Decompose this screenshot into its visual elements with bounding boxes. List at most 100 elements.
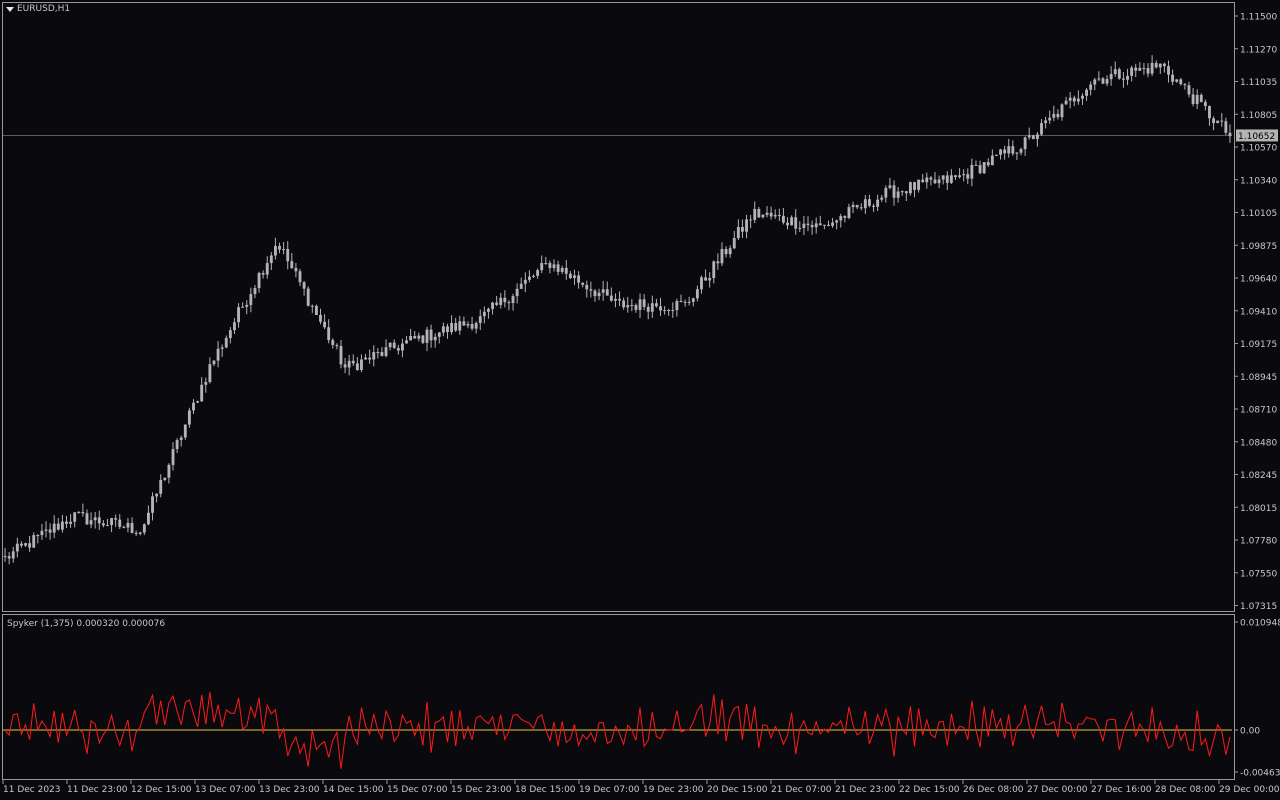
candle-body bbox=[429, 329, 433, 341]
candle-body bbox=[1081, 95, 1084, 99]
candle-body bbox=[868, 199, 871, 206]
candle-body bbox=[163, 477, 167, 480]
candle-body bbox=[388, 342, 392, 348]
candle-body bbox=[200, 384, 204, 402]
candle-body bbox=[11, 551, 15, 559]
candle-body bbox=[384, 347, 388, 357]
candle-body bbox=[970, 164, 974, 179]
candle-body bbox=[1179, 79, 1183, 85]
candle-body bbox=[757, 208, 761, 218]
candle-body bbox=[675, 300, 679, 311]
candle-body bbox=[1154, 62, 1158, 68]
candle-body bbox=[323, 321, 327, 328]
candle-body bbox=[1126, 75, 1129, 80]
candle-body bbox=[69, 521, 73, 524]
candle-body bbox=[491, 302, 494, 309]
current-price-tag bbox=[1236, 129, 1278, 142]
price-tick-label: 1.07780 bbox=[1240, 537, 1277, 547]
candle-body bbox=[904, 191, 908, 194]
candle-body bbox=[585, 284, 589, 290]
candle-body bbox=[753, 208, 757, 220]
candle-body bbox=[1146, 68, 1150, 74]
candle-body bbox=[634, 305, 638, 310]
candle-body bbox=[319, 315, 322, 322]
candle-body bbox=[106, 525, 109, 527]
candle-body bbox=[941, 175, 945, 180]
candle-body bbox=[56, 523, 60, 530]
candle-body bbox=[888, 185, 892, 188]
candle-body bbox=[568, 273, 572, 279]
symbol-label[interactable]: EURUSD,H1 bbox=[6, 4, 70, 14]
indicator-axis[interactable]: 0.010948 0.00 -0.004639 bbox=[1234, 619, 1280, 779]
candle-body bbox=[1052, 113, 1056, 118]
chevron-down-icon[interactable] bbox=[6, 6, 14, 12]
candle-body bbox=[233, 322, 236, 331]
price-tick-label: 1.09640 bbox=[1240, 275, 1277, 285]
candle-body bbox=[1138, 67, 1142, 71]
time-tick-label: 15 Dec 23:00 bbox=[451, 785, 512, 795]
candle-body bbox=[450, 323, 454, 333]
candle-body bbox=[790, 217, 794, 226]
candle-body bbox=[667, 309, 671, 311]
candle-body bbox=[28, 543, 32, 548]
candle-body bbox=[478, 316, 482, 323]
candle-body bbox=[3, 556, 7, 558]
time-tick-label: 27 Dec 16:00 bbox=[1091, 785, 1152, 795]
candle-body bbox=[1035, 134, 1039, 140]
candle-body bbox=[355, 363, 359, 371]
candle-body bbox=[421, 335, 425, 343]
candle-body bbox=[110, 518, 113, 526]
time-tick-label: 18 Dec 15:00 bbox=[515, 785, 576, 795]
candle-body bbox=[138, 532, 142, 534]
candle-body bbox=[695, 289, 699, 299]
candle-body bbox=[253, 288, 257, 295]
candle-body bbox=[974, 164, 978, 166]
indicator-plot bbox=[3, 691, 1232, 769]
candle-body bbox=[265, 263, 269, 275]
candle-body bbox=[708, 278, 712, 281]
candle-body bbox=[990, 155, 994, 166]
candle-body bbox=[827, 224, 830, 226]
candle-body bbox=[343, 364, 347, 368]
candle-body bbox=[1158, 63, 1162, 68]
candle-body bbox=[241, 306, 245, 308]
candle-body bbox=[32, 535, 36, 548]
time-tick-label: 20 Dec 15:00 bbox=[707, 785, 768, 795]
candle-body bbox=[302, 282, 306, 289]
candle-body bbox=[892, 185, 896, 198]
candle-body bbox=[1019, 149, 1023, 153]
candle-body bbox=[798, 227, 802, 229]
candle-body bbox=[44, 529, 48, 531]
price-axis[interactable]: 1.11500 1.11270 1.11035 1.10805 1.10570 1.103… bbox=[1234, 13, 1278, 613]
candle-body bbox=[515, 288, 519, 297]
candle-body bbox=[962, 174, 966, 176]
candles-group[interactable] bbox=[3, 55, 1232, 565]
candle-body bbox=[659, 306, 662, 311]
candle-body bbox=[433, 336, 437, 341]
candle-body bbox=[609, 295, 613, 301]
candle-body bbox=[245, 304, 249, 307]
candle-body bbox=[1056, 113, 1060, 118]
candle-body bbox=[368, 357, 372, 360]
candle-body bbox=[872, 205, 875, 207]
candle-body bbox=[913, 182, 916, 190]
candle-body bbox=[167, 464, 171, 478]
time-tick-label: 11 Dec 2023 bbox=[3, 785, 61, 795]
candle-body bbox=[482, 311, 486, 317]
candle-body bbox=[65, 521, 68, 524]
candle-body bbox=[220, 347, 224, 349]
candle-body bbox=[650, 303, 654, 312]
candle-body bbox=[511, 296, 515, 304]
price-tick-label: 1.08945 bbox=[1240, 373, 1277, 383]
candle-body bbox=[474, 322, 478, 329]
time-tick-label: 12 Dec 15:00 bbox=[131, 785, 192, 795]
candle-body bbox=[81, 512, 85, 514]
candle-body bbox=[540, 263, 544, 271]
time-axis[interactable]: 11 Dec 2023 11 Dec 23:00 12 Dec 15:00 13 De… bbox=[2, 780, 1280, 795]
candle-body bbox=[495, 302, 499, 305]
candle-body bbox=[179, 437, 183, 441]
candle-body bbox=[900, 191, 904, 193]
price-tick-label: 1.08245 bbox=[1240, 471, 1277, 481]
candle-body bbox=[835, 220, 839, 223]
